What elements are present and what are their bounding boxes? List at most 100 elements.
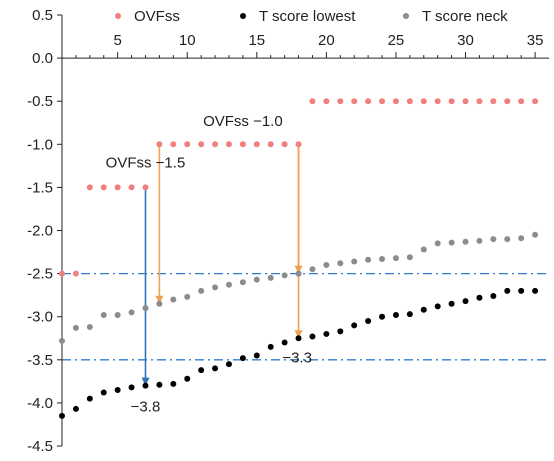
point-2-17 <box>295 270 302 277</box>
point-2-19 <box>323 261 330 268</box>
x-tick-label: 5 <box>113 32 121 49</box>
point-2-10 <box>198 287 205 294</box>
point-0-22 <box>365 98 372 105</box>
arrow-head-3 <box>294 330 303 339</box>
legend-label-0: OVFss <box>134 8 180 25</box>
point-2-14 <box>253 276 260 283</box>
point-0-23 <box>379 98 386 105</box>
legend-marker-0 <box>115 13 121 19</box>
annotation-2: −3.8 <box>131 399 161 416</box>
legend: OVFss T score lowest T score neck <box>115 8 508 25</box>
point-0-0 <box>59 270 65 277</box>
point-1-8 <box>170 380 177 387</box>
point-0-30 <box>476 98 483 105</box>
y-tick-label: -1.5 <box>27 179 53 196</box>
point-2-32 <box>504 236 511 243</box>
y-tick-label: 0.0 <box>32 50 53 67</box>
point-2-34 <box>532 231 539 238</box>
point-2-12 <box>225 281 232 288</box>
point-2-21 <box>351 258 358 265</box>
point-0-29 <box>462 98 469 105</box>
point-1-22 <box>365 318 372 325</box>
arrows <box>141 144 303 386</box>
point-1-24 <box>392 311 399 318</box>
point-0-10 <box>198 141 205 148</box>
point-2-0 <box>59 337 65 344</box>
point-1-27 <box>434 303 441 310</box>
point-2-26 <box>420 246 427 253</box>
point-2-30 <box>476 237 483 244</box>
point-0-24 <box>392 98 399 105</box>
point-2-8 <box>170 296 177 303</box>
point-1-0 <box>59 412 65 419</box>
point-1-26 <box>420 306 427 313</box>
point-1-10 <box>198 367 205 374</box>
point-1-23 <box>379 313 386 320</box>
arrow-head-1 <box>155 295 164 304</box>
point-1-6 <box>142 382 149 389</box>
point-0-21 <box>351 98 358 105</box>
point-0-11 <box>212 141 219 148</box>
point-1-7 <box>156 381 163 388</box>
y-tick-label: -0.5 <box>27 93 53 110</box>
point-2-3 <box>100 311 107 318</box>
point-0-28 <box>448 98 455 105</box>
point-0-16 <box>281 141 288 148</box>
point-0-6 <box>142 184 149 191</box>
point-2-2 <box>86 324 93 331</box>
point-0-17 <box>295 141 302 148</box>
y-tick-label: -2.5 <box>27 266 53 283</box>
reference-lines <box>62 272 549 361</box>
y-tick-label: -3.5 <box>27 352 53 369</box>
point-0-3 <box>100 184 107 191</box>
point-2-5 <box>128 309 135 316</box>
x-tick-label: 20 <box>318 32 335 49</box>
point-0-19 <box>323 98 330 105</box>
point-2-13 <box>239 279 246 286</box>
point-1-16 <box>281 339 288 346</box>
point-0-2 <box>86 184 93 191</box>
legend-marker-2 <box>403 13 409 19</box>
point-1-34 <box>532 287 539 294</box>
point-2-1 <box>72 324 79 331</box>
point-2-4 <box>114 311 121 318</box>
point-0-5 <box>128 184 135 191</box>
annotations: OVFss −1.5 OVFss −1.0 −3.8 −3.3 <box>106 113 312 415</box>
point-2-31 <box>490 236 497 243</box>
point-0-32 <box>504 98 511 105</box>
point-1-12 <box>225 361 232 368</box>
point-1-18 <box>309 333 316 340</box>
y-tick-label: -4.5 <box>27 438 53 455</box>
point-2-18 <box>309 266 316 273</box>
point-2-11 <box>212 284 219 291</box>
y-tick-label: -2.0 <box>27 223 53 240</box>
axes: 0.5 0.0 -0.5 -1.0 -1.5 -2.0 -2.5 -3.0 -3.5 -4.0 -4… <box>27 7 549 455</box>
point-1-3 <box>100 389 107 396</box>
point-1-1 <box>72 405 79 412</box>
x-tick-label: 25 <box>388 32 405 49</box>
x-tick-label: 15 <box>248 32 265 49</box>
point-1-28 <box>448 300 455 307</box>
point-0-25 <box>406 98 413 105</box>
point-0-4 <box>114 184 121 191</box>
point-0-15 <box>267 141 274 148</box>
point-2-22 <box>365 256 372 263</box>
point-2-29 <box>462 238 469 245</box>
point-2-6 <box>142 305 149 312</box>
point-0-33 <box>518 98 525 105</box>
point-2-9 <box>184 293 191 300</box>
point-2-15 <box>267 274 274 281</box>
point-0-1 <box>72 270 79 277</box>
point-1-4 <box>114 386 121 393</box>
y-tick-label: -1.0 <box>27 136 53 153</box>
x-tick-label: 35 <box>527 32 544 49</box>
arrow-head-0 <box>141 377 150 386</box>
point-2-33 <box>518 235 525 242</box>
point-0-26 <box>420 98 427 105</box>
data-points <box>59 98 539 419</box>
point-2-20 <box>337 260 344 267</box>
point-1-17 <box>295 335 302 342</box>
point-1-11 <box>212 365 219 372</box>
point-1-13 <box>239 355 246 362</box>
